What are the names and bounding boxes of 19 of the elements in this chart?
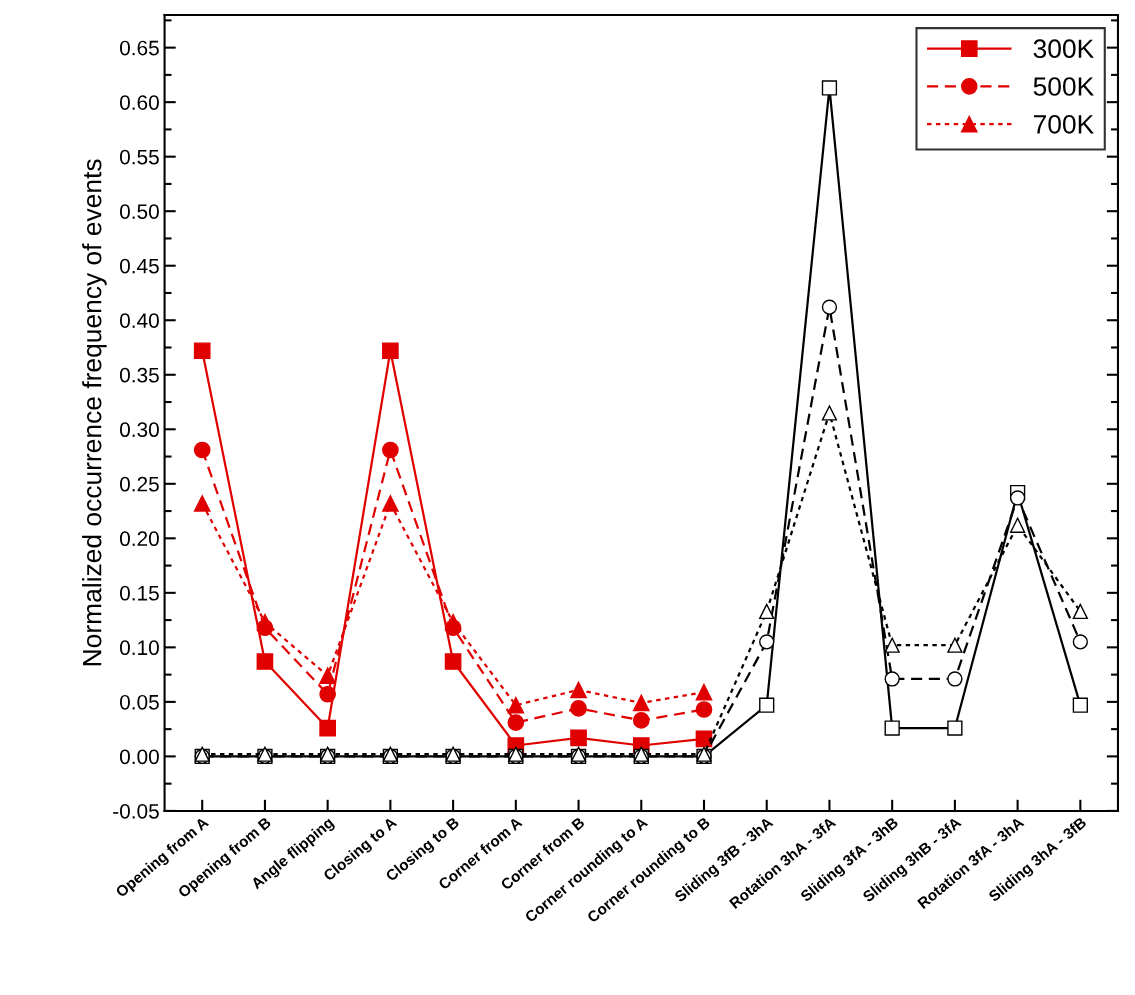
y-tick-label: 0.35 (119, 367, 159, 383)
y-tick-label: 0.05 (119, 694, 159, 710)
y-tick-label: 0.55 (119, 149, 159, 165)
y-tick-label: 0.10 (119, 640, 159, 656)
y-tick-label: 0.15 (119, 585, 159, 601)
y-tick-label: 0.50 (119, 204, 159, 219)
y-tick-label: 0.00 (119, 749, 159, 765)
legend-label: 500K (1033, 77, 1094, 96)
y-tick-label: 0.40 (119, 313, 159, 328)
y-tick-label: 0.25 (119, 476, 159, 492)
y-tick-label: 0.45 (119, 258, 159, 274)
legend-label: 700K (1033, 114, 1094, 134)
legend-label: 300K (1033, 39, 1094, 59)
y-tick-label: 0.60 (119, 95, 159, 110)
y-tick-label: 0.30 (119, 422, 159, 438)
y-tick-label: -0.05 (113, 803, 159, 819)
y-axis-title: Normalized occurrence frequency of events (82, 159, 107, 666)
y-tick-label: 0.20 (119, 531, 159, 547)
y-tick-label: 0.65 (119, 40, 159, 56)
